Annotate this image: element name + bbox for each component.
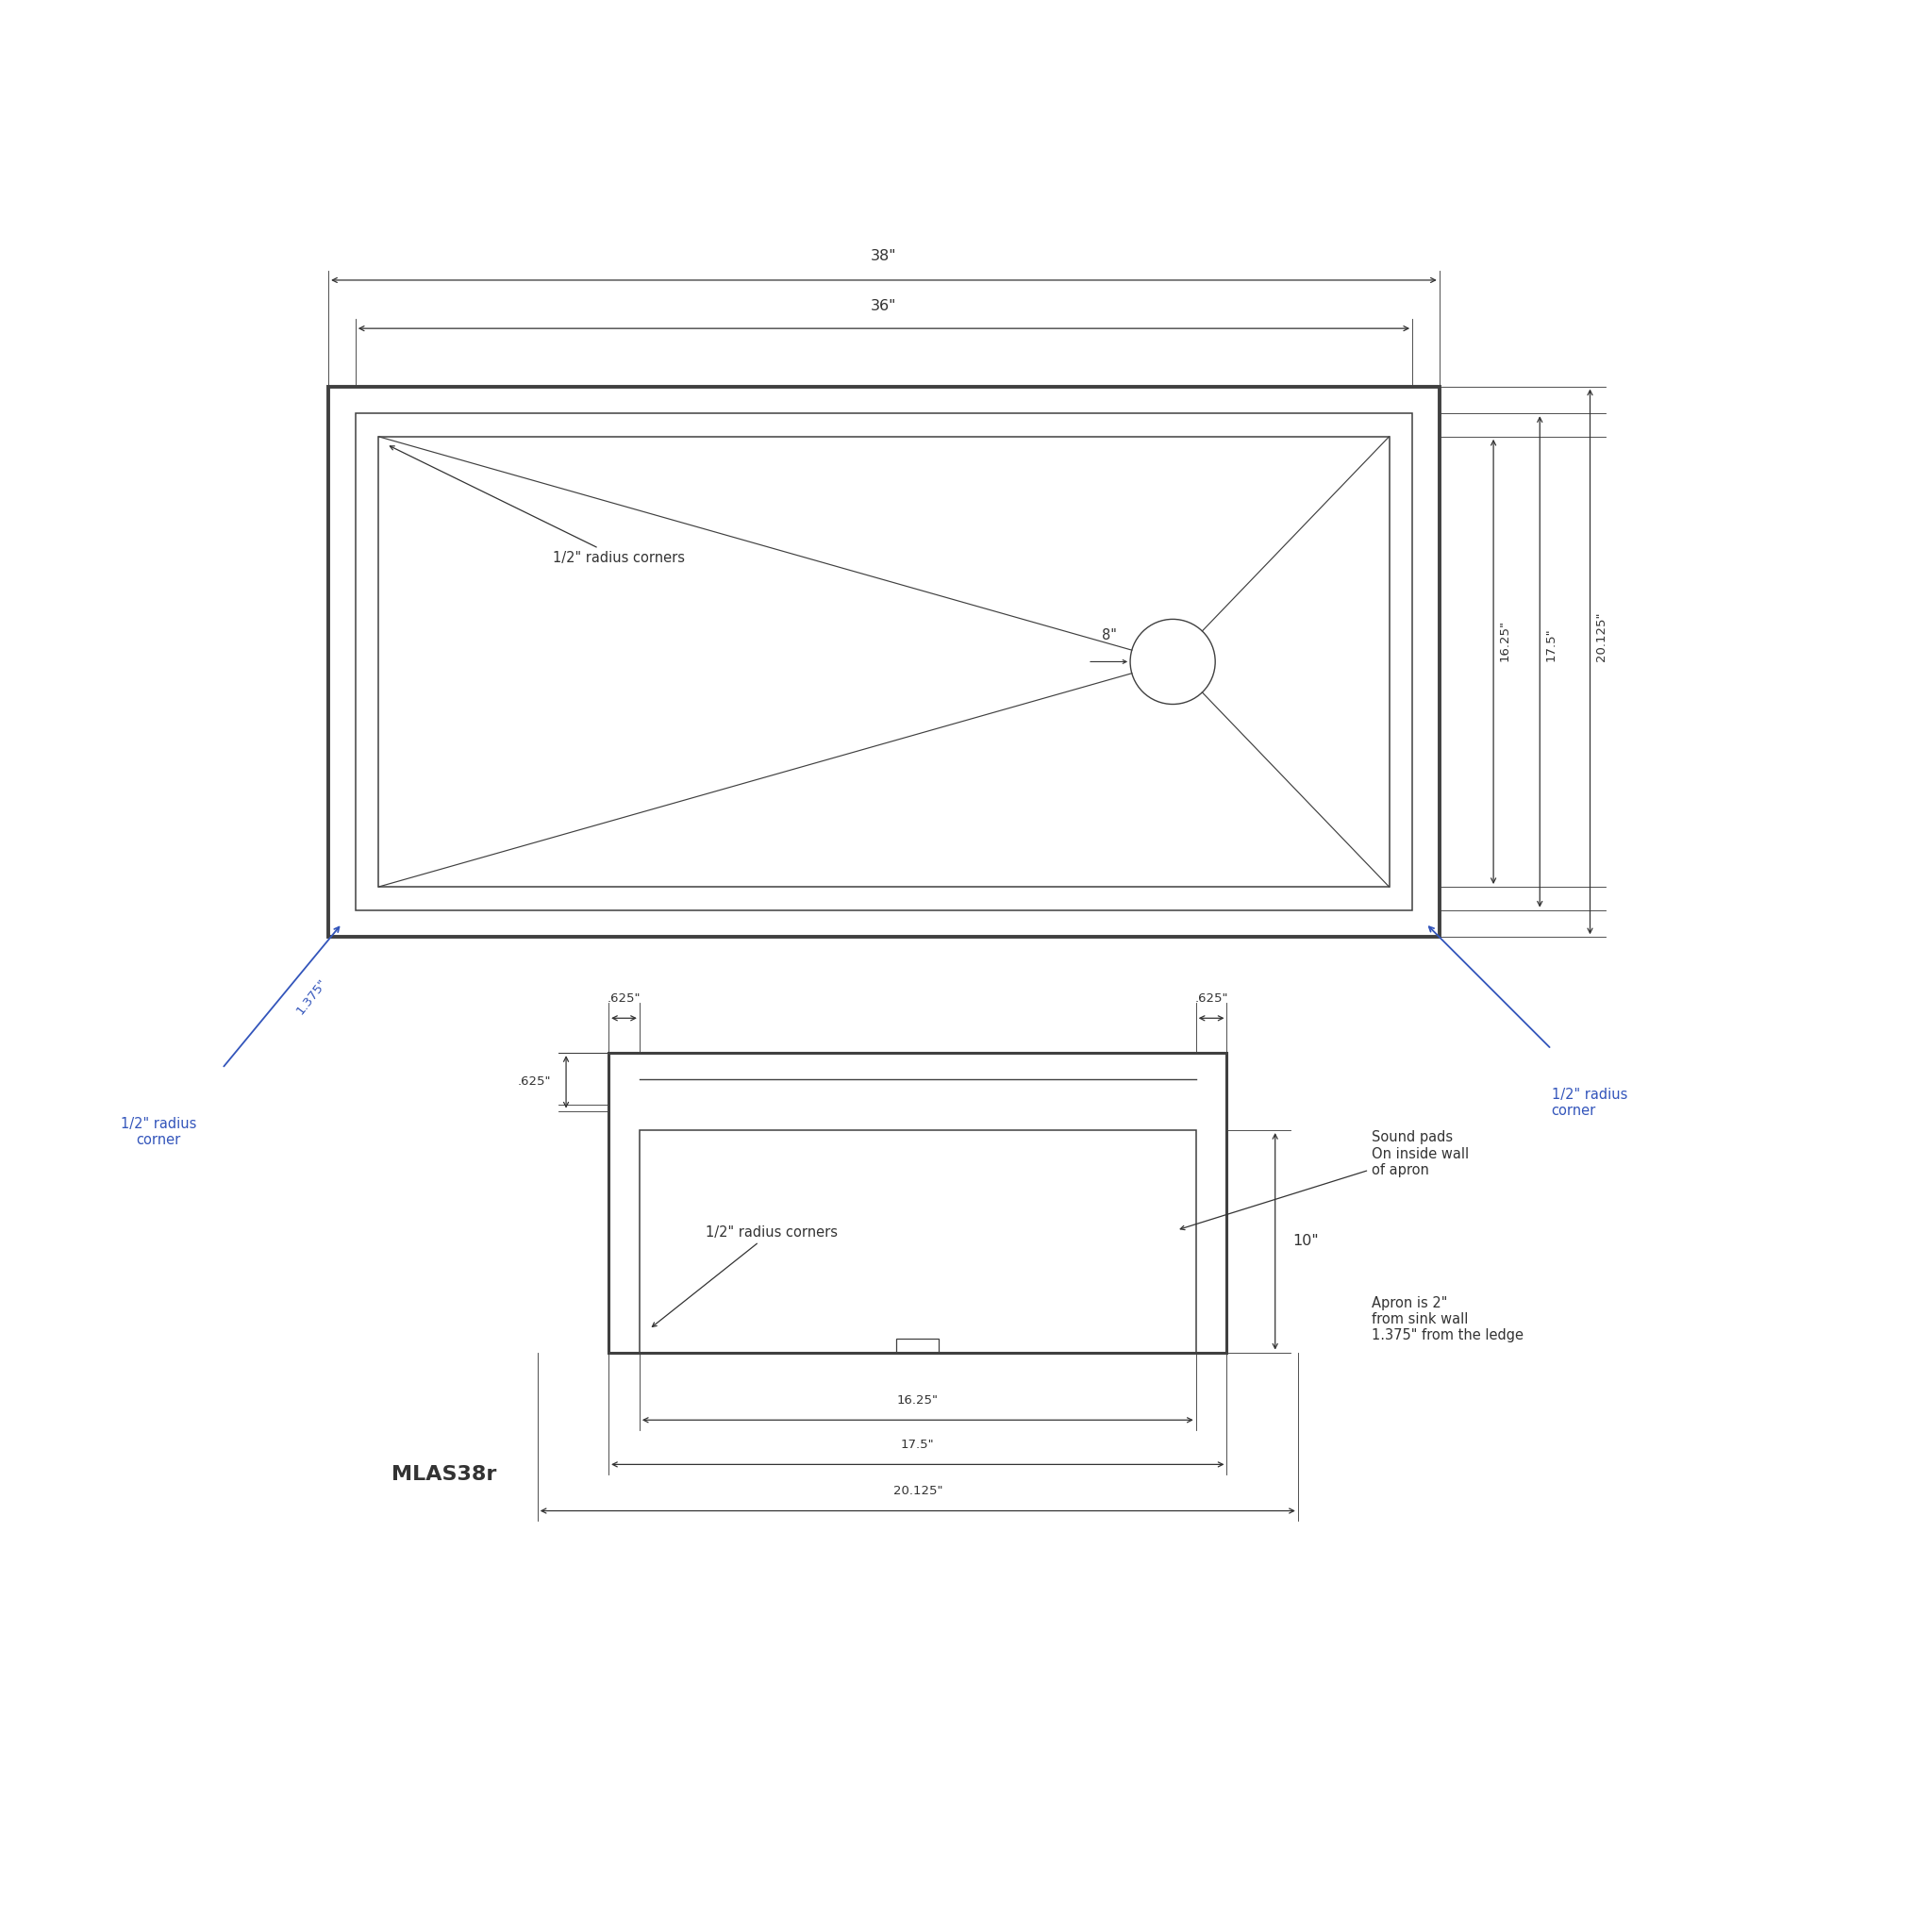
Text: .625": .625" (1194, 993, 1229, 1005)
Bar (609, 1053, 1227, 1352)
Text: 8": 8" (1101, 628, 1117, 641)
Text: 1/2" radius corners: 1/2" radius corners (653, 1225, 837, 1327)
Text: 1/2" radius
corner: 1/2" radius corner (120, 1117, 197, 1148)
Bar (379, 437, 1389, 887)
Text: 1.375": 1.375" (294, 978, 328, 1016)
Text: 36": 36" (871, 299, 896, 313)
Bar (355, 413, 1412, 910)
Text: 16.25": 16.25" (1499, 620, 1511, 661)
Text: .625": .625" (518, 1076, 551, 1088)
Bar (328, 386, 1439, 937)
Text: 16.25": 16.25" (896, 1395, 939, 1406)
Text: 17.5": 17.5" (900, 1439, 935, 1451)
Text: 38": 38" (871, 249, 896, 263)
Text: .625": .625" (607, 993, 641, 1005)
Bar (639, 1130, 1196, 1352)
Text: 10": 10" (1293, 1235, 1318, 1248)
Text: 20.125": 20.125" (1596, 612, 1607, 661)
Text: 17.5": 17.5" (1546, 628, 1557, 661)
Bar (896, 1339, 939, 1352)
Text: 1/2" radius
corner: 1/2" radius corner (1551, 1088, 1627, 1119)
Text: MLAS38r: MLAS38r (392, 1464, 497, 1484)
Text: Apron is 2"
from sink wall
1.375" from the ledge: Apron is 2" from sink wall 1.375" from t… (1372, 1296, 1524, 1343)
Text: 1/2" radius corners: 1/2" radius corners (390, 446, 684, 564)
Text: 20.125": 20.125" (893, 1486, 943, 1497)
Text: Sound pads
On inside wall
of apron: Sound pads On inside wall of apron (1180, 1130, 1468, 1231)
